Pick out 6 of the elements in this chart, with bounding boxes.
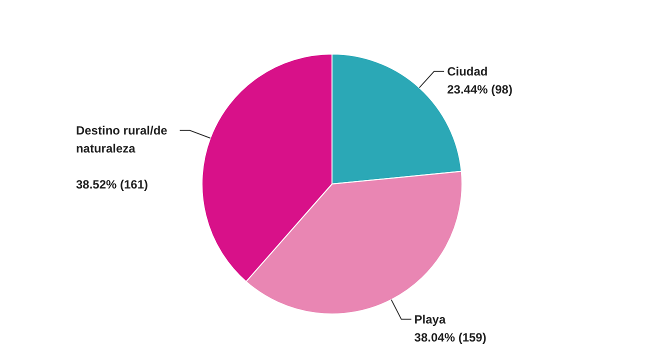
slice-label: Playa <box>414 312 446 326</box>
data-label: 38.04% (159) <box>414 330 486 344</box>
data-label: 38.52% (161) <box>76 177 148 192</box>
slice-label: Ciudad <box>447 64 488 78</box>
data-label: 23.44% (98) <box>447 82 512 96</box>
slice-label: Destino rural/de naturaleza <box>76 123 168 156</box>
